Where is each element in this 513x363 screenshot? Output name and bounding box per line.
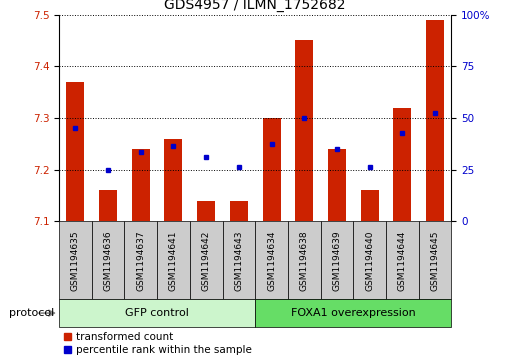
Bar	[321, 221, 353, 299]
Bar	[66, 82, 84, 221]
Bar	[419, 221, 451, 299]
Bar	[165, 139, 183, 221]
Text: GSM1194642: GSM1194642	[202, 230, 211, 291]
Bar	[393, 107, 411, 221]
Text: GSM1194636: GSM1194636	[104, 230, 112, 291]
Bar	[386, 221, 419, 299]
Text: GSM1194643: GSM1194643	[234, 230, 243, 291]
Bar	[157, 221, 190, 299]
Text: FOXA1 overexpression: FOXA1 overexpression	[291, 308, 416, 318]
Bar	[426, 20, 444, 221]
Bar	[197, 201, 215, 221]
Text: protocol: protocol	[9, 308, 54, 318]
Bar	[99, 190, 117, 221]
Text: GSM1194635: GSM1194635	[71, 230, 80, 291]
Bar	[132, 149, 150, 221]
Bar	[92, 221, 125, 299]
Bar	[59, 299, 255, 327]
Bar	[263, 118, 281, 221]
Text: GSM1194645: GSM1194645	[430, 230, 440, 291]
Text: GSM1194641: GSM1194641	[169, 230, 178, 291]
Bar	[190, 221, 223, 299]
Bar	[353, 221, 386, 299]
Text: GSM1194640: GSM1194640	[365, 230, 374, 291]
Text: GSM1194634: GSM1194634	[267, 230, 276, 291]
Text: GFP control: GFP control	[125, 308, 189, 318]
Bar	[230, 201, 248, 221]
Bar	[59, 221, 92, 299]
Bar	[328, 149, 346, 221]
Text: GSM1194639: GSM1194639	[332, 230, 342, 291]
Text: GSM1194637: GSM1194637	[136, 230, 145, 291]
Title: GDS4957 / ILMN_1752682: GDS4957 / ILMN_1752682	[165, 0, 346, 12]
Bar	[288, 221, 321, 299]
Legend: transformed count, percentile rank within the sample: transformed count, percentile rank withi…	[64, 332, 251, 355]
Bar	[255, 221, 288, 299]
Bar	[255, 299, 451, 327]
Bar	[361, 190, 379, 221]
Text: GSM1194644: GSM1194644	[398, 230, 407, 291]
Bar	[124, 221, 157, 299]
Bar	[295, 40, 313, 221]
Text: GSM1194638: GSM1194638	[300, 230, 309, 291]
Bar	[223, 221, 255, 299]
